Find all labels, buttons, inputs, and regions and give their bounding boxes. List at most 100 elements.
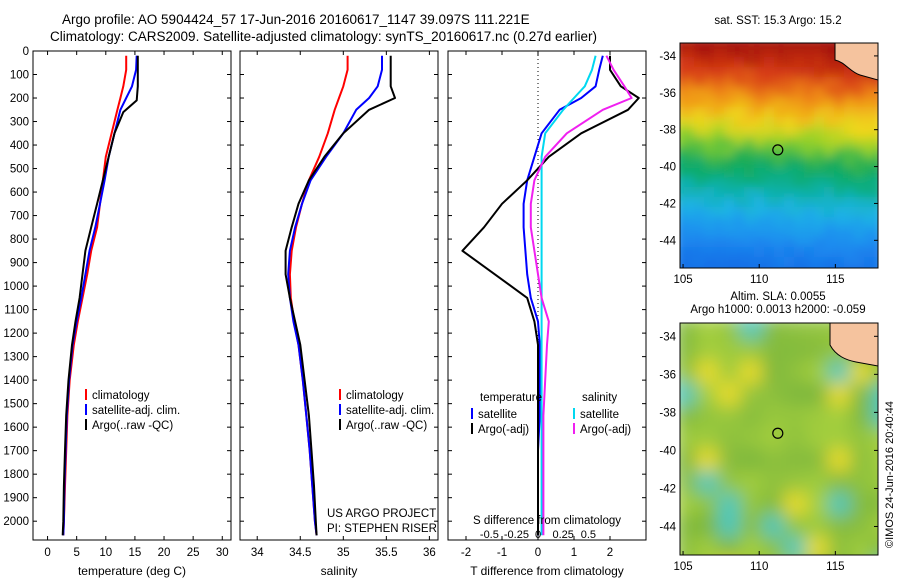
field-cell xyxy=(814,227,825,238)
series-line xyxy=(62,55,138,536)
field-cell xyxy=(744,127,755,138)
field-cell xyxy=(696,449,719,472)
field-cell xyxy=(694,177,705,188)
field-cell xyxy=(874,187,878,198)
field-cell xyxy=(764,237,775,248)
series-line xyxy=(288,55,349,536)
field-cell xyxy=(854,237,865,248)
field-cell xyxy=(724,127,735,138)
field-cell xyxy=(724,227,735,238)
y-tick-label: -40 xyxy=(659,162,676,174)
field-cell xyxy=(814,237,825,248)
field-cell xyxy=(864,97,875,108)
field-cell xyxy=(824,97,835,108)
field-cell xyxy=(804,77,815,88)
field-cell xyxy=(718,405,741,428)
field-cell xyxy=(824,167,835,178)
field-cell xyxy=(828,361,851,384)
field-cell xyxy=(794,197,805,208)
field-cell xyxy=(874,157,878,168)
field-cell xyxy=(784,427,807,450)
field-cell xyxy=(774,157,785,168)
field-cell xyxy=(774,97,785,108)
field-cell xyxy=(744,57,755,68)
field-cell xyxy=(794,137,805,148)
field-cell xyxy=(872,449,878,472)
argo-position-marker xyxy=(772,427,784,439)
field-cell xyxy=(850,493,873,516)
field-cell xyxy=(740,405,763,428)
field-cell xyxy=(744,187,755,198)
field-cell xyxy=(814,47,825,58)
field-cell xyxy=(680,361,697,384)
field-cell xyxy=(784,267,795,268)
field-cell xyxy=(784,157,795,168)
field-cell xyxy=(824,87,835,98)
map-title: sat. SST: 15.3 Argo: 15.2 xyxy=(714,15,841,27)
field-cell xyxy=(754,87,765,98)
field-cell xyxy=(696,471,719,494)
field-cell xyxy=(864,157,875,168)
secondary-tick-label: -0.5 xyxy=(480,529,499,541)
field-cell xyxy=(774,127,785,138)
field-cell xyxy=(784,515,807,538)
field-cell xyxy=(814,147,825,158)
field-cell xyxy=(696,493,719,516)
field-cell xyxy=(680,471,697,494)
field-cell xyxy=(744,217,755,228)
field-cell xyxy=(704,217,715,228)
field-cell xyxy=(784,197,795,208)
field-cell xyxy=(814,77,825,88)
field-cell xyxy=(734,117,745,128)
field-cell xyxy=(762,493,785,516)
field-cell xyxy=(714,167,725,178)
field-cell xyxy=(718,449,741,472)
field-cell xyxy=(714,237,725,248)
field-cell xyxy=(680,137,685,148)
legend-label: Argo(-adj) xyxy=(580,424,631,436)
field-cell xyxy=(724,247,735,258)
field-cell xyxy=(680,43,685,48)
field-cell xyxy=(854,77,865,88)
field-cell xyxy=(704,177,715,188)
field-cell xyxy=(754,247,765,258)
field-cell xyxy=(850,427,873,450)
field-cell xyxy=(784,43,795,48)
field-cell xyxy=(754,177,765,188)
field-cell xyxy=(834,97,845,108)
field-cell xyxy=(864,197,875,208)
field-cell xyxy=(794,117,805,128)
field-cell xyxy=(774,197,785,208)
field-cell xyxy=(754,77,765,88)
field-cell xyxy=(714,147,725,158)
field-cell xyxy=(806,405,829,428)
field-cell xyxy=(764,207,775,218)
field-cell xyxy=(784,237,795,248)
field-cell xyxy=(704,187,715,198)
field-cell xyxy=(680,77,685,88)
field-cell xyxy=(784,471,807,494)
field-cell xyxy=(744,167,755,178)
field-cell xyxy=(740,537,763,555)
field-cell xyxy=(784,247,795,258)
field-cell xyxy=(704,157,715,168)
field-cell xyxy=(774,237,785,248)
field-cell xyxy=(734,87,745,98)
field-cell xyxy=(704,47,715,58)
field-cell xyxy=(734,157,745,168)
field-cell xyxy=(764,177,775,188)
field-cell xyxy=(764,67,775,78)
x-tick-label: 105 xyxy=(673,561,692,573)
field-cell xyxy=(774,57,785,68)
legend-label: Argo(..raw -QC) xyxy=(92,420,173,432)
field-cell xyxy=(764,217,775,228)
field-cell xyxy=(854,107,865,118)
field-cell xyxy=(828,493,851,516)
field-cell xyxy=(694,147,705,158)
field-cell xyxy=(724,117,735,128)
field-cell xyxy=(704,257,715,268)
field-cell xyxy=(724,157,735,168)
annotation-text: PI: STEPHEN RISER xyxy=(327,523,437,535)
field-cell xyxy=(794,257,805,268)
plot-frame xyxy=(32,50,232,541)
